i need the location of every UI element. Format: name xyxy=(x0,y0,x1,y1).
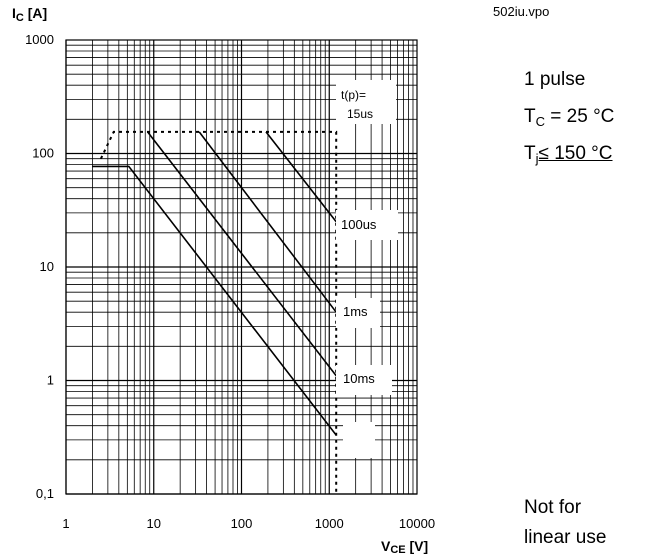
series-label-15us: 15us xyxy=(347,107,373,121)
series-line-10ms xyxy=(146,131,337,377)
label-background xyxy=(336,365,392,395)
series-line-DC xyxy=(92,165,337,436)
label-background xyxy=(336,298,380,328)
note-line1: Not for xyxy=(524,497,582,518)
y-tick-label: 1000 xyxy=(25,32,54,47)
label-background xyxy=(336,80,396,124)
plot-frame xyxy=(65,39,418,495)
series-label-10ms: 10ms xyxy=(343,371,375,386)
label-background xyxy=(343,422,375,458)
y-tick-label: 100 xyxy=(32,146,54,161)
condition-tc: TC = 25 °C xyxy=(524,106,615,129)
y-axis-label: IC [A] xyxy=(12,5,48,24)
x-axis-label: VCE [V] xyxy=(381,538,429,556)
series-line-15us xyxy=(99,130,338,494)
x-tick-label: 1 xyxy=(62,516,69,531)
note-line2: linear use xyxy=(524,527,607,548)
series-label-title: t(p)= xyxy=(341,88,366,102)
tick-labels: 1 10 100 1000 10000 0,1 1 10 100 1000 xyxy=(25,32,435,531)
x-tick-label: 100 xyxy=(231,516,253,531)
figure-id: 502iu.vpo xyxy=(493,4,550,19)
y-tick-label: 1 xyxy=(47,373,54,388)
label-background xyxy=(336,210,398,240)
series-line-100us xyxy=(265,131,337,223)
condition-tj: Tj≤ 150 °C xyxy=(524,143,613,166)
condition-pulse: 1 pulse xyxy=(524,69,586,90)
series-label-1ms: 1ms xyxy=(343,304,368,319)
chart-series xyxy=(92,130,338,494)
series-labels: t(p)= 15us 100us 1ms 10ms xyxy=(336,80,398,458)
series-line-1ms xyxy=(198,131,337,313)
x-tick-label: 10000 xyxy=(399,516,435,531)
y-tick-label: 0,1 xyxy=(36,486,54,501)
x-tick-label: 1000 xyxy=(315,516,344,531)
series-label-100us: 100us xyxy=(341,217,377,232)
y-tick-label: 10 xyxy=(40,259,54,274)
x-tick-label: 10 xyxy=(147,516,161,531)
